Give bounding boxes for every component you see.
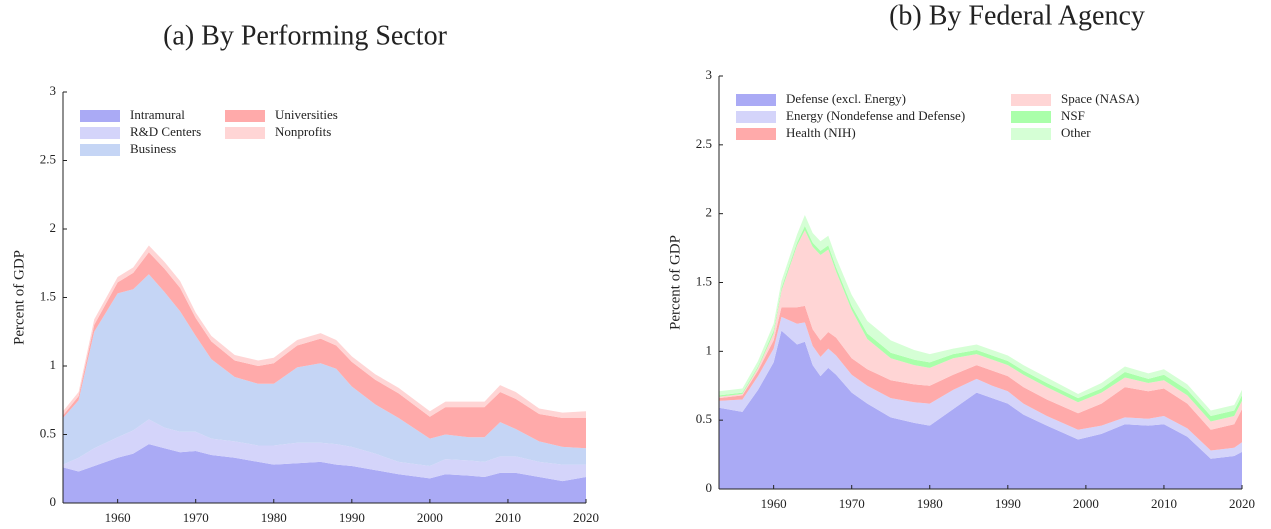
chart-title: (b) By Federal Agency (889, 0, 1145, 31)
x-tick-label: 1990 (339, 510, 365, 525)
area (63, 252, 586, 449)
area (63, 274, 586, 467)
area (63, 444, 586, 503)
legend-label: Nonprofits (275, 124, 331, 139)
area (719, 316, 1242, 459)
x-tick-label: 2000 (1073, 496, 1099, 511)
area (719, 230, 1242, 430)
y-tick-label: 0 (706, 480, 713, 495)
y-tick-label: 3 (50, 83, 57, 98)
legend-swatch (1011, 111, 1051, 123)
legend-label: R&D Centers (130, 124, 201, 139)
area (719, 305, 1242, 451)
chart-title: (a) By Performing Sector (163, 20, 447, 51)
y-tick-label: 1.5 (696, 273, 712, 288)
legend-swatch (225, 127, 265, 139)
x-tick-label: 2000 (417, 510, 443, 525)
x-tick-label: 1980 (917, 496, 943, 511)
legend-swatch (225, 110, 265, 122)
legend-swatch (736, 111, 776, 123)
area (719, 330, 1242, 489)
x-tick-label: 1980 (261, 510, 287, 525)
legend-swatch (80, 144, 120, 156)
legend-label: Intramural (130, 107, 185, 122)
y-tick-label: 3 (706, 67, 713, 82)
legend-label: Energy (Nondefense and Defense) (786, 108, 965, 123)
x-tick-label: 2010 (1151, 496, 1177, 511)
legend-swatch (736, 94, 776, 106)
y-axis-label: Percent of GDP (667, 235, 683, 330)
legend-swatch (1011, 94, 1051, 106)
legend-swatch (736, 128, 776, 140)
legend-label: Other (1061, 125, 1091, 140)
y-tick-label: 2 (50, 220, 57, 235)
x-tick-label: 2010 (495, 510, 521, 525)
legend-label: NSF (1061, 108, 1085, 123)
x-tick-label: 1960 (105, 510, 131, 525)
x-tick-label: 1970 (839, 496, 865, 511)
y-axis-label: Percent of GDP (11, 250, 27, 345)
y-tick-label: 0 (50, 494, 57, 509)
x-tick-label: 2020 (1229, 496, 1255, 511)
y-tick-label: 2.5 (40, 151, 56, 166)
y-tick-label: 1 (50, 357, 57, 372)
x-tick-label: 1970 (183, 510, 209, 525)
legend-label: Universities (275, 107, 338, 122)
y-tick-label: 1.5 (40, 288, 56, 303)
legend-label: Space (NASA) (1061, 91, 1139, 106)
y-tick-label: 2.5 (696, 136, 712, 151)
y-tick-label: 1 (706, 342, 713, 357)
area (63, 419, 586, 482)
x-tick-label: 2020 (573, 510, 599, 525)
legend-swatch (80, 110, 120, 122)
legend-swatch (1011, 128, 1051, 140)
legend-swatch (80, 127, 120, 139)
y-tick-label: 0.5 (40, 425, 56, 440)
x-tick-label: 1960 (761, 496, 787, 511)
legend-label: Business (130, 141, 176, 156)
legend-label: Health (NIH) (786, 125, 856, 140)
x-tick-label: 1990 (995, 496, 1021, 511)
legend-label: Defense (excl. Energy) (786, 91, 906, 106)
y-tick-label: 2 (706, 205, 713, 220)
y-tick-label: 0.5 (696, 411, 712, 426)
